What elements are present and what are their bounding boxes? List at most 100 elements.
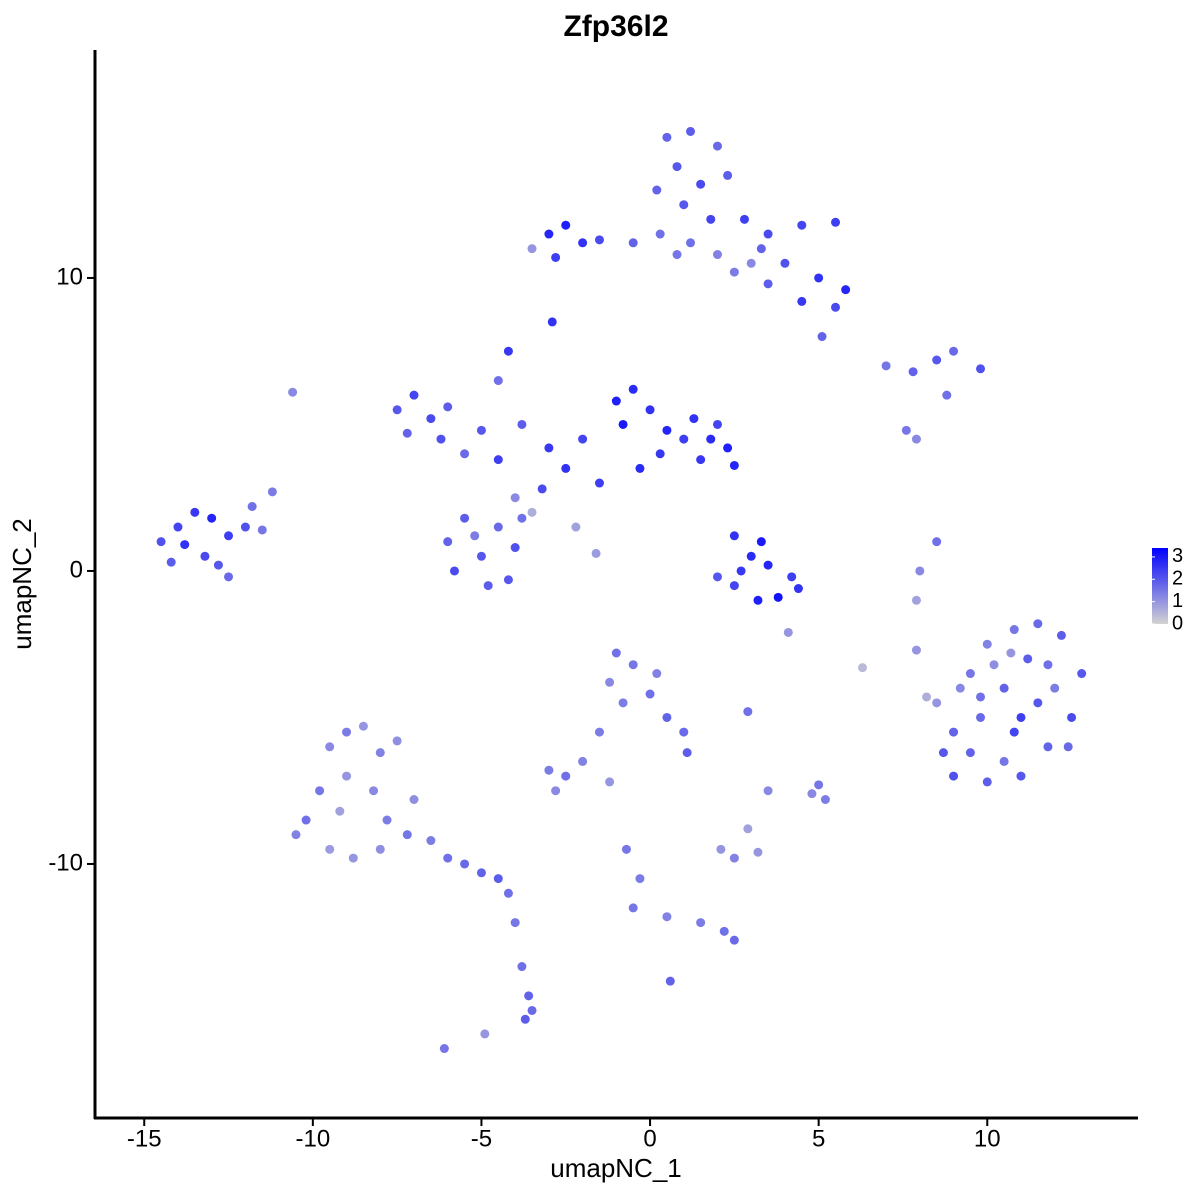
- x-axis-title: umapNC_1: [550, 1153, 682, 1183]
- point: [976, 364, 986, 374]
- point: [696, 455, 706, 465]
- point: [594, 727, 604, 737]
- point: [756, 537, 766, 547]
- point: [1023, 654, 1033, 664]
- point: [932, 355, 942, 365]
- point: [746, 258, 756, 268]
- point: [493, 874, 503, 884]
- point: [527, 507, 537, 517]
- point: [780, 258, 790, 268]
- point: [544, 765, 554, 775]
- point: [527, 1005, 537, 1015]
- point: [551, 786, 561, 796]
- point: [503, 575, 513, 585]
- point: [325, 844, 335, 854]
- point: [180, 540, 190, 550]
- point: [712, 141, 722, 151]
- point: [652, 669, 662, 679]
- point: [672, 250, 682, 260]
- point: [578, 238, 588, 248]
- point: [965, 748, 975, 758]
- point: [1016, 771, 1026, 781]
- colorbar-tick-label: 0: [1172, 612, 1183, 634]
- point: [551, 252, 561, 262]
- point: [662, 132, 672, 142]
- point: [1043, 742, 1053, 752]
- point: [301, 815, 311, 825]
- point: [729, 531, 739, 541]
- point: [517, 419, 527, 429]
- point: [763, 560, 773, 570]
- point: [635, 874, 645, 884]
- point: [729, 935, 739, 945]
- point: [621, 844, 631, 854]
- point: [743, 707, 753, 717]
- point: [594, 478, 604, 488]
- point: [942, 390, 952, 400]
- point: [527, 244, 537, 254]
- point: [247, 502, 257, 512]
- point: [989, 660, 999, 670]
- point: [729, 581, 739, 591]
- point: [503, 888, 513, 898]
- point: [723, 443, 733, 453]
- point: [982, 777, 992, 787]
- point: [200, 551, 210, 561]
- point: [716, 844, 726, 854]
- point: [190, 507, 200, 517]
- x-tick-label: 0: [643, 1125, 656, 1152]
- point: [547, 317, 557, 327]
- point: [520, 1014, 530, 1024]
- point: [1016, 712, 1026, 722]
- point: [915, 566, 925, 576]
- point: [493, 455, 503, 465]
- point: [729, 853, 739, 863]
- colorbar-tick-label: 2: [1172, 568, 1183, 590]
- point: [510, 543, 520, 553]
- point: [257, 525, 267, 535]
- point: [409, 795, 419, 805]
- x-tick-label: 5: [812, 1125, 825, 1152]
- y-tick-label: -10: [48, 849, 83, 876]
- point: [763, 229, 773, 239]
- point: [267, 487, 277, 497]
- point: [908, 367, 918, 377]
- point: [1043, 660, 1053, 670]
- point: [655, 229, 665, 239]
- point: [611, 396, 621, 406]
- point: [686, 126, 696, 136]
- point: [729, 267, 739, 277]
- point: [932, 537, 942, 547]
- point: [763, 279, 773, 289]
- point: [723, 170, 733, 180]
- point: [655, 449, 665, 459]
- point: [476, 868, 486, 878]
- point: [665, 976, 675, 986]
- point: [618, 419, 628, 429]
- point: [881, 361, 891, 371]
- point: [342, 727, 352, 737]
- colorbar-tick-label: 3: [1172, 545, 1183, 567]
- point: [591, 548, 601, 558]
- point: [736, 566, 746, 576]
- point: [439, 1044, 449, 1054]
- point: [402, 830, 412, 840]
- point: [618, 698, 628, 708]
- point: [1033, 619, 1043, 629]
- points: [156, 126, 1087, 1054]
- point: [662, 712, 672, 722]
- point: [594, 235, 604, 245]
- point: [753, 847, 763, 857]
- point: [493, 522, 503, 532]
- point: [729, 460, 739, 470]
- point: [476, 551, 486, 561]
- point: [426, 836, 436, 846]
- point: [517, 962, 527, 972]
- point: [476, 425, 486, 435]
- point: [814, 780, 824, 790]
- point: [213, 560, 223, 570]
- point: [706, 434, 716, 444]
- point: [443, 853, 453, 863]
- point: [480, 1029, 490, 1039]
